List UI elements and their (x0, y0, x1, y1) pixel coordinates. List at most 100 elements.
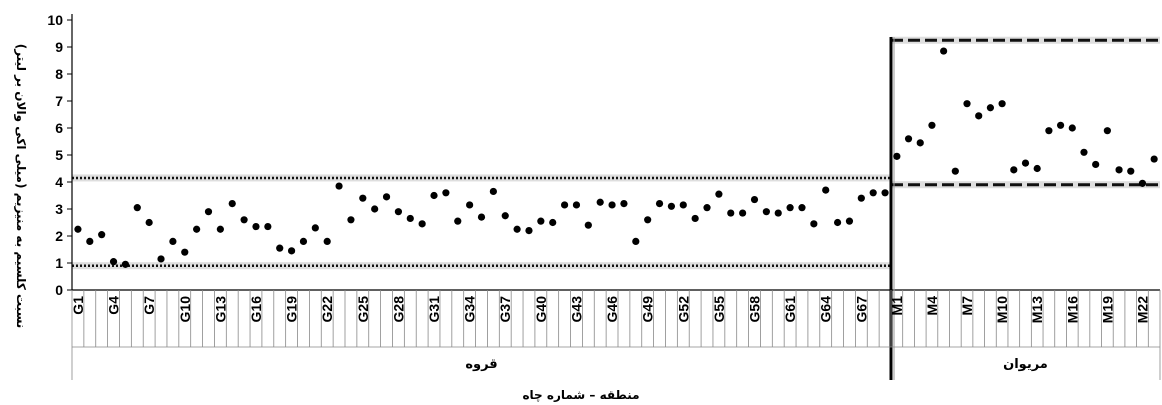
data-point (620, 200, 628, 208)
data-point (299, 237, 308, 245)
data-point (703, 204, 711, 212)
x-tick-label: G49 (640, 296, 656, 323)
data-point (1068, 124, 1076, 132)
data-point (881, 189, 889, 197)
data-point (252, 222, 260, 231)
data-point (489, 187, 497, 196)
data-point (739, 209, 747, 217)
data-point (525, 227, 533, 235)
data-point (418, 220, 426, 228)
data-point (727, 209, 735, 217)
data-point (133, 204, 141, 212)
x-tick-label: M19 (1099, 296, 1115, 323)
data-point (584, 221, 592, 229)
y-tick-label: 9 (55, 39, 63, 55)
x-tick-label: G19 (284, 296, 300, 323)
data-point (347, 216, 355, 224)
data-point (537, 217, 545, 225)
data-point (1115, 166, 1123, 174)
data-point (513, 225, 521, 233)
axes (71, 14, 1160, 380)
data-point (371, 205, 379, 213)
x-tick-label: G34 (462, 296, 478, 323)
data-point (1080, 148, 1088, 156)
data-point (810, 220, 818, 228)
data-point (904, 135, 913, 143)
data-point (845, 217, 854, 225)
boundary-shade (891, 181, 1160, 189)
x-tick-label: M13 (1029, 296, 1045, 323)
data-point (216, 225, 224, 233)
data-point (857, 194, 865, 202)
y-tick-label: 2 (55, 228, 63, 244)
data-point (1092, 160, 1100, 169)
x-tick-label: G43 (568, 296, 584, 323)
data-point (608, 201, 616, 209)
x-tick-label: G28 (390, 296, 406, 323)
data-point (572, 201, 581, 209)
data-point (1150, 155, 1158, 163)
x-tick-label: G37 (497, 296, 513, 323)
y-tick-label: 0 (55, 282, 63, 298)
y-axis-ticks: 0 1 2 3 4 5 6 7 8 9 10 (47, 12, 72, 298)
y-tick-label: 5 (55, 147, 63, 163)
x-tick-label: G22 (319, 296, 335, 323)
data-point (940, 47, 948, 55)
data-point (1103, 127, 1111, 135)
data-point (916, 139, 924, 147)
data-point (335, 182, 343, 190)
x-tick-label: G4 (106, 296, 122, 315)
x-tick-label: G7 (141, 296, 157, 315)
data-point (632, 237, 640, 245)
data-point (466, 201, 474, 209)
y-axis-title: نسبت کلسیم به منیزیم (میلی اکی والان بر … (13, 44, 28, 329)
data-point (169, 237, 177, 245)
data-point (157, 255, 165, 263)
data-point (655, 200, 664, 208)
data-point (644, 216, 652, 224)
x-tick-label: G55 (711, 296, 727, 323)
y-tick-label: 8 (55, 66, 63, 82)
data-point (276, 244, 284, 252)
data-point (1021, 159, 1030, 167)
x-tick-label: G31 (426, 296, 442, 323)
boundary-lines (72, 36, 1160, 270)
data-point (679, 201, 687, 209)
data-point (98, 231, 106, 239)
data-point (477, 213, 486, 221)
data-point (893, 152, 901, 160)
x-axis-title: منطقه – شماره چاه (522, 388, 639, 402)
y-tick-label: 7 (55, 93, 63, 109)
x-tick-label: G52 (675, 296, 691, 323)
x-tick-label: M10 (994, 296, 1010, 323)
data-point (822, 186, 830, 194)
x-tick-label: G46 (604, 296, 620, 323)
data-point (998, 100, 1006, 108)
data-point (1138, 179, 1147, 187)
group-label: قروه (465, 357, 497, 372)
data-point (121, 260, 130, 268)
data-point (560, 201, 569, 209)
x-tick-label: G64 (818, 296, 834, 323)
data-point (204, 208, 213, 216)
data-point (833, 218, 842, 227)
data-point (549, 218, 557, 227)
data-point (1010, 166, 1018, 174)
x-tick-label: G40 (533, 296, 549, 323)
x-tick-label: M16 (1064, 296, 1080, 323)
y-tick-label: 6 (55, 120, 63, 136)
x-tick-label: G13 (212, 296, 228, 323)
data-point (406, 214, 414, 223)
data-point (762, 208, 770, 216)
data-point (228, 200, 236, 208)
data-point (454, 217, 462, 225)
data-point (1033, 164, 1041, 173)
data-point (74, 225, 82, 233)
data-point (975, 112, 983, 120)
data-point (1045, 127, 1053, 135)
data-point (287, 247, 296, 255)
boundary-shade (891, 36, 1160, 44)
data-point (145, 218, 153, 227)
data-points (74, 47, 1158, 268)
